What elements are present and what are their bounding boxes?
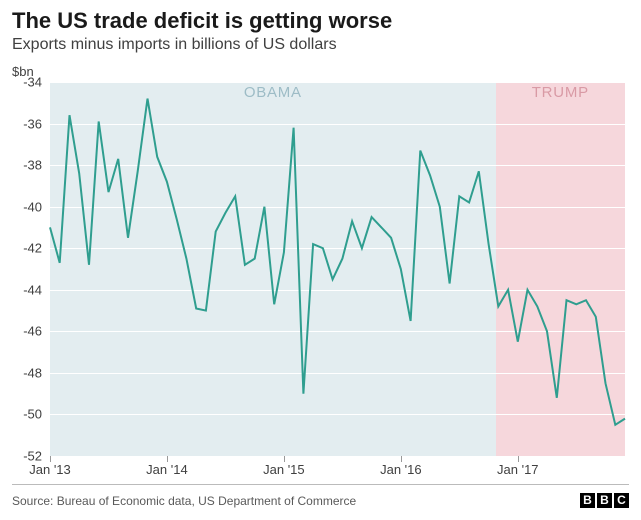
plot-area: OBAMATRUMP-34-36-38-40-42-44-46-48-50-52…: [50, 82, 625, 456]
gridline: [50, 456, 625, 457]
y-tick-label: -42: [23, 241, 50, 256]
x-tick-label: Jan '14: [146, 456, 188, 477]
line-series: [50, 82, 625, 456]
x-tick-label: Jan '17: [497, 456, 539, 477]
y-tick-label: -36: [23, 116, 50, 131]
y-tick-label: -46: [23, 324, 50, 339]
logo-block: B: [580, 493, 595, 508]
x-tick-label: Jan '16: [380, 456, 422, 477]
logo-block: C: [614, 493, 629, 508]
bbc-logo: BBC: [580, 493, 629, 508]
y-tick-label: -40: [23, 199, 50, 214]
y-tick-label: -38: [23, 158, 50, 173]
y-tick-label: -50: [23, 407, 50, 422]
y-tick-label: -44: [23, 282, 50, 297]
chart-title: The US trade deficit is getting worse: [12, 8, 392, 34]
x-tick-label: Jan '15: [263, 456, 305, 477]
footer-rule: [12, 484, 629, 485]
x-tick-label: Jan '13: [29, 456, 71, 477]
y-tick-label: -48: [23, 365, 50, 380]
y-tick-label: -34: [23, 75, 50, 90]
logo-block: B: [597, 493, 612, 508]
chart-subtitle: Exports minus imports in billions of US …: [12, 36, 337, 54]
source-text: Source: Bureau of Economic data, US Depa…: [12, 494, 356, 508]
